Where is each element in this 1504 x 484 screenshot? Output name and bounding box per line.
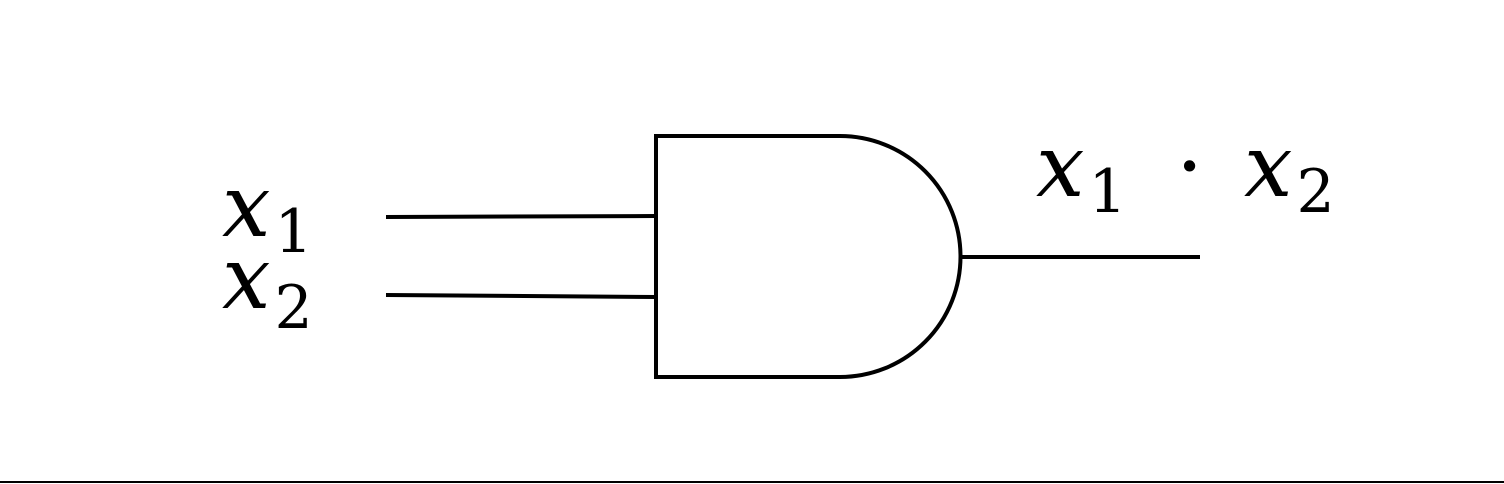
input-wire-x2 [385,293,657,299]
input-label-x2: x2 [222,229,313,343]
input-label-x1: x1 [222,157,313,267]
and-gate-body [654,134,963,379]
input-wire-x1 [385,214,657,219]
output-label: x1 · x2 [1036,117,1335,227]
